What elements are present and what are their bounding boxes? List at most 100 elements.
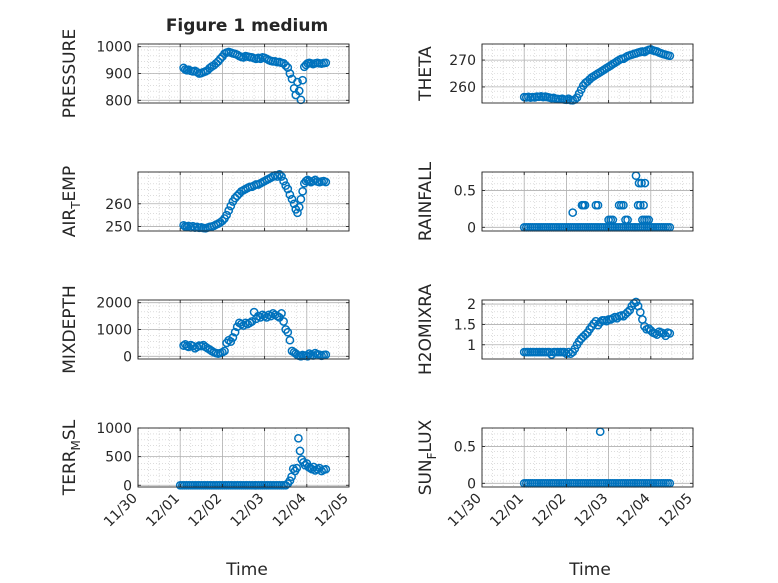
- data-point: [226, 337, 236, 346]
- data-point: [222, 210, 231, 220]
- y-axis-label: RAINFALL: [416, 161, 436, 241]
- data-point: [281, 61, 291, 70]
- data-point: [321, 350, 331, 360]
- data-point: [298, 75, 307, 85]
- data-point: [634, 178, 644, 188]
- y-axis-label-part: SL: [60, 419, 80, 440]
- y-axis-label-part: F: [425, 452, 439, 459]
- y-tick-label: 1000: [96, 40, 132, 56]
- data-point: [224, 206, 234, 215]
- y-tick-label: 260: [449, 80, 476, 96]
- data-point: [294, 433, 303, 443]
- axes-box: [481, 171, 694, 232]
- subplot-theta: 260 270 THETA: [416, 43, 694, 105]
- y-tick-label: 900: [105, 67, 132, 83]
- y-axis-label-part: AIR: [60, 209, 80, 238]
- x-axis-label-right: Time: [568, 560, 611, 580]
- data-point: [215, 54, 225, 64]
- data-point: [619, 200, 628, 210]
- data-point: [631, 297, 641, 307]
- y-tick-label: 2000: [96, 296, 132, 312]
- axes-box: [137, 427, 350, 488]
- y-axis-label: SUNFLUX: [416, 419, 439, 495]
- data-point: [292, 463, 302, 473]
- data-point: [644, 215, 654, 225]
- subplot-pressure: 800 900 1000 PRESSURE: [60, 29, 350, 118]
- y-axis-label: H2OMIXRA: [416, 284, 436, 375]
- data-point: [623, 215, 632, 225]
- data-point: [665, 51, 675, 61]
- data-point: [608, 215, 618, 225]
- data-point: [285, 190, 295, 200]
- data-point: [640, 178, 650, 188]
- y-axis-label: THETA: [416, 46, 436, 102]
- data-point: [293, 208, 302, 218]
- data-point: [635, 200, 645, 210]
- data-point: [277, 309, 286, 318]
- y-tick-label: 0: [467, 476, 476, 492]
- y-tick-label: 250: [105, 219, 132, 235]
- data-point: [593, 200, 603, 210]
- data-point: [283, 327, 293, 337]
- y-axis-label-part: SUN: [416, 459, 436, 495]
- data-point: [220, 346, 229, 356]
- data-point: [285, 69, 295, 78]
- y-tick-label: 1000: [96, 421, 132, 437]
- data-point: [294, 202, 304, 212]
- data-point: [285, 476, 295, 486]
- y-tick-label: 800: [105, 93, 132, 109]
- data-point: [277, 172, 286, 181]
- data-point: [296, 194, 306, 204]
- data-point: [218, 216, 227, 226]
- data-point: [230, 327, 240, 337]
- y-tick-label: 1: [467, 338, 476, 354]
- subplot-rainfall: 0 0.5 RAINFALL: [416, 161, 694, 241]
- subplot-mixdepth: 0 1000 2000 MIXDEPTH: [60, 285, 350, 374]
- data-point: [279, 176, 288, 186]
- data-point: [665, 329, 675, 338]
- y-tick-label: 0: [467, 220, 476, 236]
- y-axis-label-part: THETA: [416, 46, 436, 102]
- data-point: [637, 178, 646, 188]
- data-point: [247, 317, 257, 326]
- data-point: [279, 317, 288, 326]
- y-tick-label: 0.5: [454, 183, 476, 199]
- subplot-h2omixra: 1 1.5 2 H2OMIXRA: [416, 284, 694, 375]
- y-axis-label: MIXDEPTH: [60, 285, 80, 374]
- data-point: [226, 201, 236, 211]
- y-axis-label: PRESSURE: [60, 29, 80, 118]
- data-point: [321, 177, 331, 187]
- data-point: [283, 184, 293, 194]
- figure-title: Figure 1 medium: [166, 16, 328, 36]
- data-point: [625, 305, 635, 315]
- y-axis-label-part: T: [69, 201, 83, 210]
- y-axis-label-part: M: [69, 440, 83, 450]
- data-point: [321, 464, 331, 474]
- axes-box: [481, 299, 694, 360]
- data-point: [659, 329, 668, 338]
- y-axis-label-part: PRESSURE: [60, 29, 80, 118]
- axes-box: [481, 43, 694, 104]
- data-point: [228, 333, 238, 342]
- y-tick-label: 270: [449, 53, 476, 69]
- y-axis-label: TERRMSL: [60, 419, 83, 496]
- y-tick-label: 0.5: [454, 439, 476, 455]
- data-point: [566, 349, 575, 359]
- y-axis-label-part: H2OMIXRA: [416, 284, 436, 375]
- data-point: [321, 58, 331, 68]
- y-tick-label: 500: [105, 450, 132, 466]
- data-point: [287, 194, 297, 204]
- data-point: [545, 347, 554, 357]
- y-tick-label: 1.5: [454, 317, 476, 333]
- y-axis-label-part: TERR: [60, 450, 80, 496]
- data-point: [293, 77, 302, 87]
- data-point: [639, 200, 648, 210]
- axes-box: [137, 171, 350, 232]
- data-point: [294, 86, 304, 96]
- y-tick-label: 2: [467, 297, 476, 313]
- y-tick-label: 260: [105, 197, 132, 213]
- data-point: [298, 186, 307, 196]
- y-tick-label: 1000: [96, 323, 132, 339]
- axes-box: [481, 427, 694, 488]
